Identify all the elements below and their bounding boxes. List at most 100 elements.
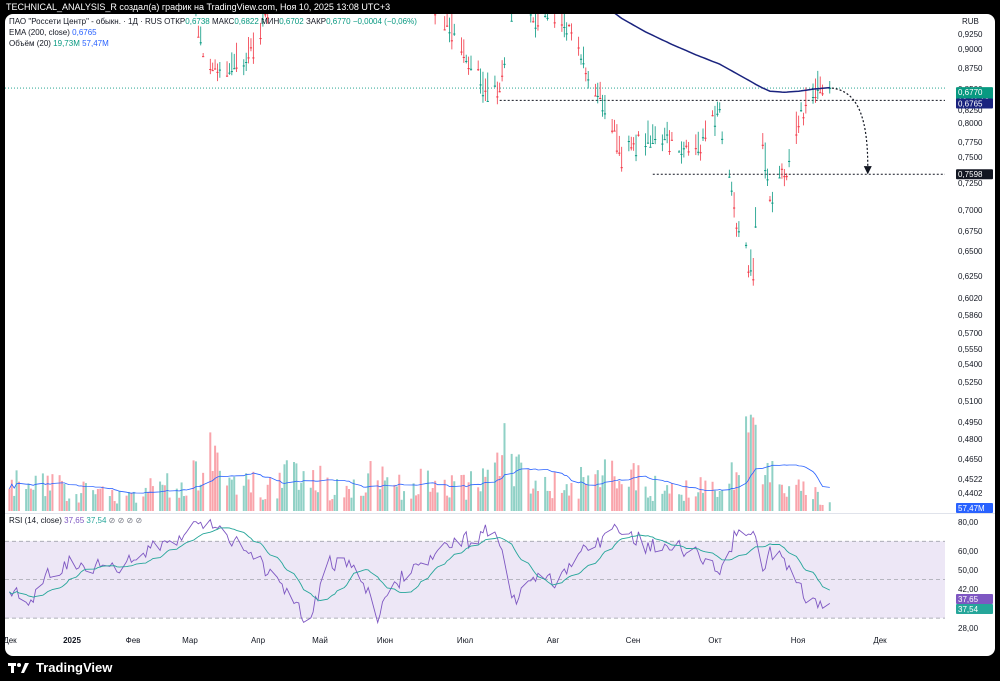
volume-bar [68,498,71,511]
volume-bar [51,474,54,511]
price-tick: 0,4950 [958,418,983,427]
candle-body [816,89,819,91]
candle-body [481,95,485,97]
volume-bar [252,471,255,511]
volume-bar [697,492,700,511]
volume-bar [618,480,621,511]
rsi-badge [956,594,993,604]
candle-body [780,168,784,170]
forecast-arrowhead [863,166,872,175]
candle-body [632,143,635,145]
candle-body [510,20,513,22]
volume-bar [694,496,697,511]
candle-body [795,134,798,136]
candle-body [634,155,638,157]
volume-bar [493,462,496,511]
volume-badge-label: 57,47M [958,504,985,513]
candle-body [687,151,690,153]
price-tick: 0,6750 [958,227,983,236]
volume-bar [668,493,671,511]
volume-bar [309,487,312,511]
candle-body [536,25,540,27]
price-tick: 0,5550 [958,345,983,354]
volume-bar [383,480,386,511]
rsi-ma-line [9,527,830,601]
volume-bar [434,480,437,511]
volume-bar [403,491,406,511]
chart-canvas[interactable]: RUB0,92500,90000,87500,85000,82500,80000… [5,14,995,656]
volume-bar [778,484,781,511]
candle-body [247,57,250,59]
volume-bar [517,454,520,511]
candle-body [747,271,750,273]
volume-bar [663,490,666,511]
volume-bar [670,483,673,511]
volume-bar [144,487,147,511]
price-tick: 0,7500 [958,153,983,162]
volume-bar [661,493,664,511]
candle-body [500,75,504,77]
candle-body [498,91,501,93]
candle-body [680,153,683,155]
candles [195,14,831,286]
time-tick: Дек [5,636,17,645]
change-value: −0,0004 (−0,06%) [352,17,417,26]
time-tick: Апр [251,636,266,645]
volume-bar [513,486,516,511]
volume-bar [130,493,133,511]
candle-body [216,71,219,73]
volume-bar [163,485,166,511]
ema-line [614,14,830,93]
volume-bar [733,489,736,511]
candle-body [611,130,614,132]
volume-bar [584,483,587,511]
volume-bar [283,464,286,511]
candle-body [728,176,731,178]
price-tick: 0,9000 [958,45,983,54]
volume-bar [101,486,104,511]
volume-bar [520,462,523,511]
candle-body [677,151,681,153]
volume-bar [601,475,604,511]
time-tick: Авг [547,636,560,645]
volume-bar [25,489,28,511]
volume-bar [13,495,16,511]
volume-bar [345,485,348,511]
volume-bar [768,482,771,511]
pane-separator [5,513,995,514]
candle-body [785,176,788,178]
volume-bar [266,484,269,511]
price-axis: RUB0,92500,90000,87500,85000,82500,80000… [956,17,993,633]
volume-bar [10,479,13,511]
candle-body [197,36,200,38]
volume-bar [764,475,767,511]
volume-bar [745,416,748,511]
volume-bar [536,490,539,511]
candle-body [213,68,217,70]
volume-bar [127,491,130,511]
volume-bar [333,494,336,511]
chart-panel[interactable]: RUB0,92500,90000,87500,85000,82500,80000… [5,14,995,656]
volume-bar [326,477,329,511]
candle-body [630,147,633,149]
volume-bar [259,497,262,511]
candle-body [713,125,717,127]
volume-bar [771,461,774,511]
volume-bar [278,472,281,511]
candle-body [264,14,267,16]
volume-bar [465,499,468,511]
volume-bar [159,481,162,511]
candle-body [685,145,688,147]
candle-body [225,75,229,77]
volume-bar [410,498,413,511]
volume-bar [783,493,786,511]
volume-bar [630,469,633,511]
candle-body [560,24,563,26]
price-tick: 0,7750 [958,138,983,147]
volume-bar [737,475,740,511]
tradingview-logo[interactable]: TradingView [8,660,112,675]
volume-bar [804,494,807,511]
volume-bar [228,477,231,511]
candle-body [577,47,580,49]
price-tick: 0,8750 [958,64,983,73]
